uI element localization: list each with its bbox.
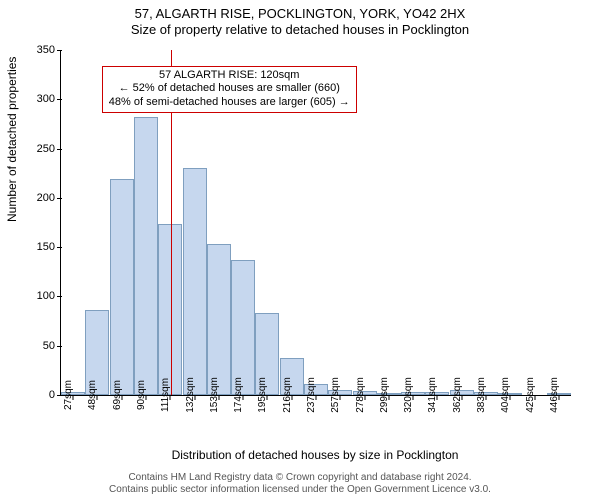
x-tick-label: 257sqm xyxy=(324,377,341,413)
x-tick-label: 425sqm xyxy=(519,377,536,413)
annotation-line3: 48% of semi-detached houses are larger (… xyxy=(109,96,350,110)
x-axis-label: Distribution of detached houses by size … xyxy=(60,448,570,462)
y-tick: 50 xyxy=(43,340,61,352)
title-block: 57, ALGARTH RISE, POCKLINGTON, YORK, YO4… xyxy=(0,0,600,39)
x-tick-label: 341sqm xyxy=(421,377,438,413)
x-tick-label: 111sqm xyxy=(154,378,171,412)
x-tick-label: 132sqm xyxy=(179,377,196,413)
footer: Contains HM Land Registry data © Crown c… xyxy=(0,472,600,496)
x-tick-label: 278sqm xyxy=(349,377,366,413)
annotation-line2: ← 52% of detached houses are smaller (66… xyxy=(109,82,350,96)
chart-container: 57, ALGARTH RISE, POCKLINGTON, YORK, YO4… xyxy=(0,0,600,500)
x-tick-label: 153sqm xyxy=(203,377,220,413)
x-tick-label: 48sqm xyxy=(81,380,98,410)
x-tick-label: 237sqm xyxy=(300,377,317,413)
bar xyxy=(134,117,158,395)
x-tick-label: 299sqm xyxy=(373,377,390,413)
y-tick: 150 xyxy=(37,241,61,253)
annotation-box: 57 ALGARTH RISE: 120sqm ← 52% of detache… xyxy=(102,66,357,113)
x-tick-label: 69sqm xyxy=(106,380,123,410)
bar xyxy=(231,260,255,395)
y-tick: 300 xyxy=(37,93,61,105)
x-tick-label: 404sqm xyxy=(494,377,511,413)
annotation-line1: 57 ALGARTH RISE: 120sqm xyxy=(109,69,350,83)
y-tick: 100 xyxy=(37,290,61,302)
y-tick: 200 xyxy=(37,192,61,204)
x-tick-label: 362sqm xyxy=(446,377,463,413)
x-tick-label: 90sqm xyxy=(130,380,147,410)
title-line1: 57, ALGARTH RISE, POCKLINGTON, YORK, YO4… xyxy=(0,6,600,22)
x-tick-label: 216sqm xyxy=(276,377,293,413)
y-axis-label: Number of detached properties xyxy=(5,57,19,222)
y-tick: 350 xyxy=(37,44,61,56)
x-tick-label: 27sqm xyxy=(57,380,74,410)
title-line2: Size of property relative to detached ho… xyxy=(0,22,600,38)
x-tick-label: 320sqm xyxy=(397,377,414,413)
plot-area: 57 ALGARTH RISE: 120sqm ← 52% of detache… xyxy=(60,50,571,396)
x-tick-label: 446sqm xyxy=(543,377,560,413)
footer-line1: Contains HM Land Registry data © Crown c… xyxy=(0,472,600,484)
y-tick: 250 xyxy=(37,143,61,155)
x-tick-label: 383sqm xyxy=(470,377,487,413)
footer-line2: Contains public sector information licen… xyxy=(0,484,600,496)
bar xyxy=(110,179,134,395)
bar xyxy=(183,168,207,395)
x-tick-label: 195sqm xyxy=(251,377,268,413)
bar xyxy=(207,244,231,395)
x-tick-label: 174sqm xyxy=(227,377,244,413)
